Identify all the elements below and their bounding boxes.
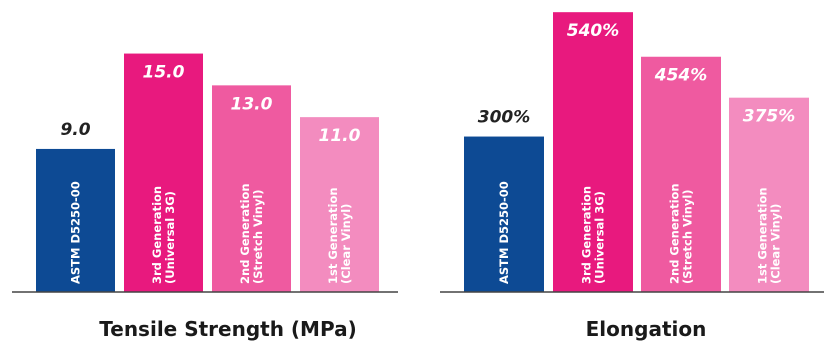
value-label-1-1: 9.0 <box>60 120 90 140</box>
category-label-1-1: ASTM D5250-00 <box>69 181 83 284</box>
bar-2-2 <box>553 12 633 292</box>
bar-1-2 <box>124 53 203 292</box>
bar-1-3 <box>212 85 291 292</box>
category-label-1-3: 2nd Generation(Stretch Vinyl) <box>238 183 265 284</box>
bar-2-1 <box>464 136 544 292</box>
bar-1-4 <box>300 117 379 293</box>
category-label-2-3: 2nd Generation(Stretch Vinyl) <box>668 183 695 284</box>
bar-1-1 <box>36 148 115 292</box>
value-label-2-2: 540% <box>567 21 620 41</box>
bar-2-3 <box>641 56 721 292</box>
category-label-2-1: ASTM D5250-00 <box>497 181 511 284</box>
chart-title-2: Elongation <box>586 317 707 341</box>
value-label-1-2: 15.0 <box>143 63 185 83</box>
category-label-1-2: 3rd Generation(Universal 3G) <box>150 186 177 284</box>
value-label-1-3: 13.0 <box>231 94 273 114</box>
category-label-2-2: 3rd Generation(Universal 3G) <box>580 186 607 284</box>
value-label-1-4: 11.0 <box>319 126 361 146</box>
chart-title-1: Tensile Strength (MPa) <box>99 317 356 341</box>
value-label-2-3: 454% <box>654 66 708 86</box>
value-label-2-4: 375% <box>743 107 796 127</box>
chart-1: 9.0 ASTM D5250-00 15.0 3rd Generation(Unive… <box>12 53 398 341</box>
category-label-2-4: 1st Generation(Clear Vinyl) <box>756 187 783 284</box>
chart-2: 300% ASTM D5250-00 540% 3rd Generation(Univ… <box>440 12 824 341</box>
bar-2-4 <box>729 97 809 292</box>
category-label-1-4: 1st Generation(Clear Vinyl) <box>326 187 353 284</box>
value-label-2-1: 300% <box>478 108 531 128</box>
